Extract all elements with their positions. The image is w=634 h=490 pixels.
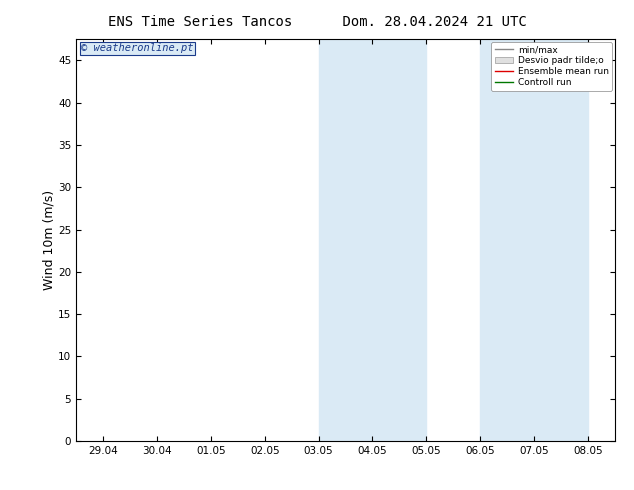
Bar (534, 39, 588, 441)
Text: ENS Time Series Tancos      Dom. 28.04.2024 21 UTC: ENS Time Series Tancos Dom. 28.04.2024 2… (108, 15, 526, 29)
Text: © weatheronline.pt: © weatheronline.pt (81, 43, 194, 53)
Bar (318, 39, 372, 441)
Y-axis label: Wind 10m (m/s): Wind 10m (m/s) (42, 190, 55, 290)
Bar (481, 39, 534, 441)
Legend: min/max, Desvio padr tilde;o, Ensemble mean run, Controll run: min/max, Desvio padr tilde;o, Ensemble m… (491, 42, 612, 91)
Bar (373, 39, 426, 441)
